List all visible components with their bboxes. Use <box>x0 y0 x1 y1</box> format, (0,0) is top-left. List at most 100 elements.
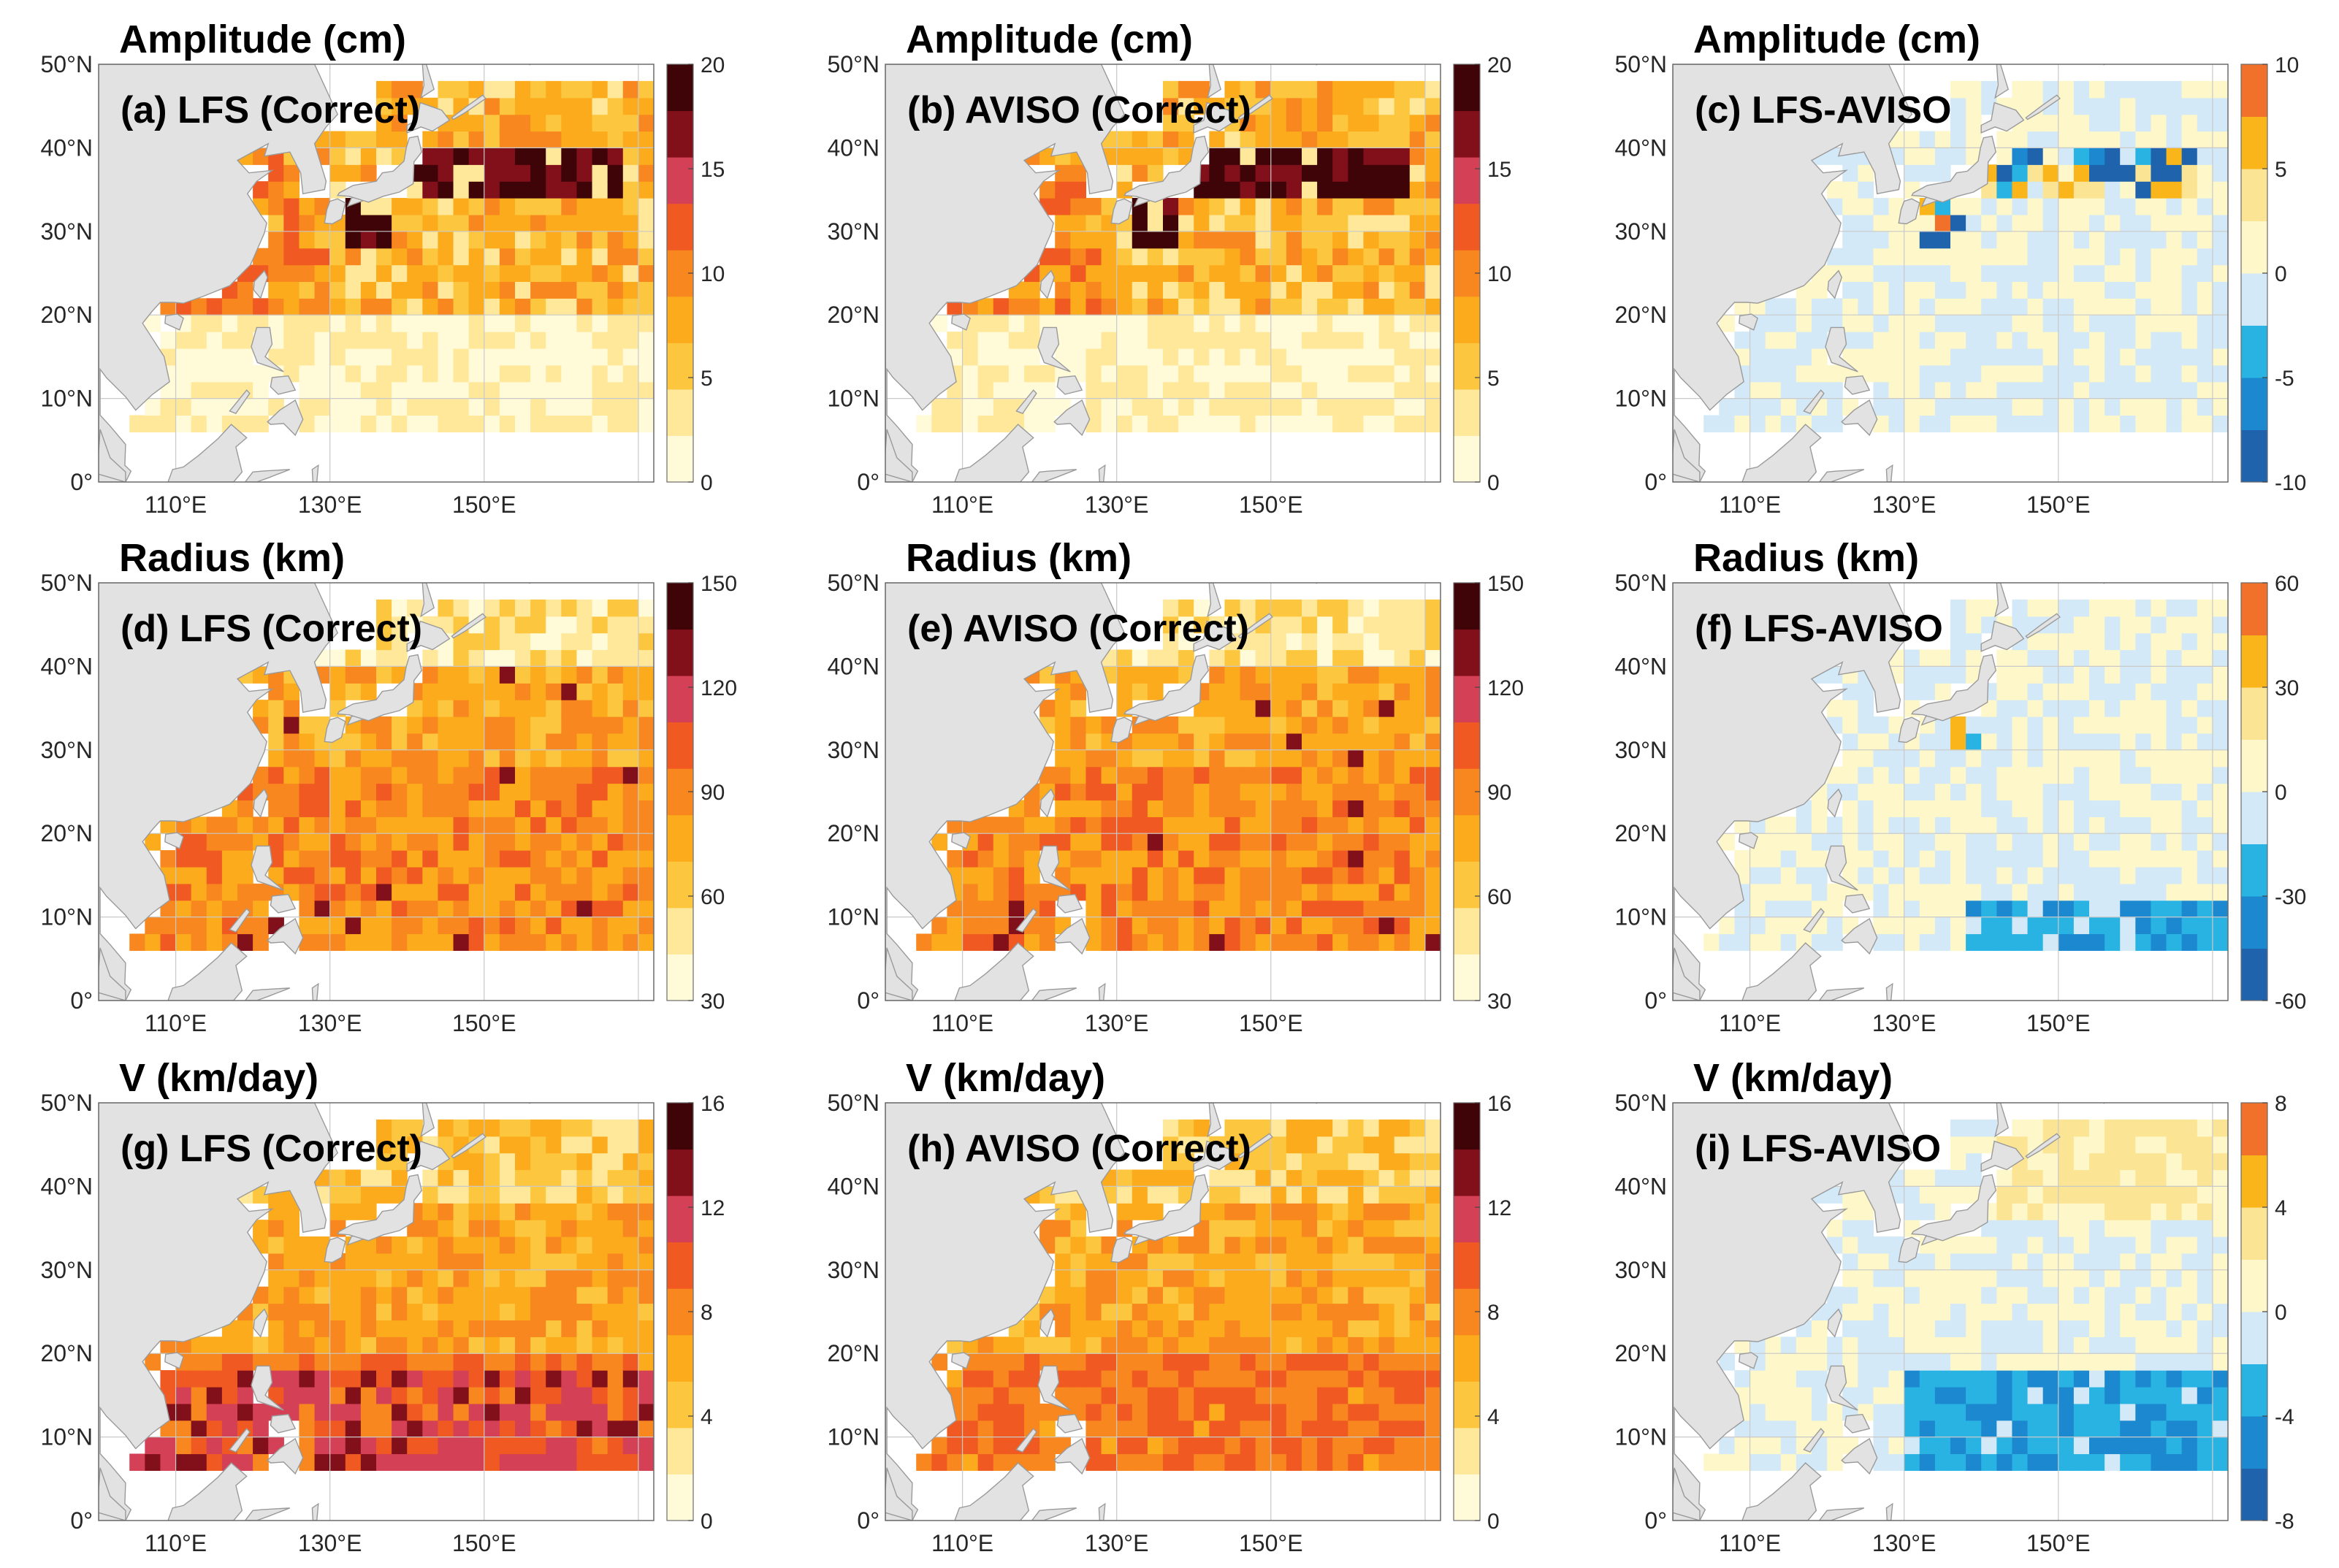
heatmap-cell <box>453 1253 470 1271</box>
heatmap-cell <box>1132 364 1148 383</box>
heatmap-cell <box>561 1286 578 1304</box>
heatmap-cell <box>253 148 269 165</box>
heatmap-cell <box>607 80 624 99</box>
heatmap-cell <box>1070 766 1087 784</box>
heatmap-cell <box>191 933 207 951</box>
heatmap-cell <box>2181 298 2198 315</box>
colorbar-swatch <box>1454 203 1480 251</box>
heatmap-cell <box>360 264 377 283</box>
heatmap-cell <box>1919 917 1936 935</box>
heatmap-cell <box>2012 264 2029 283</box>
heatmap-cell <box>499 198 516 215</box>
heatmap-cell <box>484 1437 500 1455</box>
heatmap-cell <box>546 599 562 617</box>
heatmap-cell <box>607 231 624 249</box>
heatmap-cell <box>1255 214 1272 232</box>
heatmap-cell <box>1317 666 1333 684</box>
heatmap-cell <box>1302 1236 1318 1254</box>
heatmap-cell <box>622 933 639 951</box>
heatmap-cell <box>1348 198 1365 215</box>
heatmap-cell <box>1286 1386 1302 1404</box>
land-island <box>1803 389 1825 415</box>
heatmap-cell <box>2151 716 2167 734</box>
heatmap-cell <box>1240 348 1256 366</box>
heatmap-cell <box>422 1453 439 1471</box>
heatmap-cell <box>1024 1336 1040 1354</box>
heatmap-cell <box>268 181 284 199</box>
heatmap-cell <box>1286 1286 1302 1304</box>
heatmap-cell <box>345 1253 362 1271</box>
heatmap-cell <box>2120 298 2136 315</box>
panel-label: (g) LFS (Correct) <box>121 1128 422 1170</box>
heatmap-cell <box>2027 800 2044 817</box>
heatmap-cell <box>237 1403 253 1421</box>
heatmap-cell <box>515 364 531 383</box>
heatmap-cell <box>1147 248 1164 266</box>
heatmap-cell <box>638 1370 654 1388</box>
heatmap-cell <box>1424 1386 1441 1404</box>
heatmap-cell <box>638 766 654 784</box>
heatmap-cell <box>2197 933 2213 951</box>
heatmap-cell <box>530 381 546 399</box>
heatmap-cell <box>1424 766 1441 784</box>
heatmap-cell <box>1934 733 1951 751</box>
colorbar-swatch <box>1454 389 1480 436</box>
heatmap-cell <box>1812 883 1828 901</box>
heatmap-cell <box>1409 1220 1426 1237</box>
heatmap-cell <box>1919 933 1936 951</box>
heatmap-cell <box>2027 766 2044 784</box>
map-frame <box>98 1102 655 1521</box>
heatmap-cell <box>253 181 269 199</box>
heatmap-cell <box>1378 214 1395 232</box>
heatmap-cell <box>2120 599 2136 617</box>
panel-title: Radius (km) <box>906 536 1132 580</box>
heatmap-cell <box>1194 1437 1210 1455</box>
land-mask <box>99 583 532 1001</box>
heatmap-cell <box>1827 415 1843 432</box>
heatmap-cell <box>2105 883 2121 901</box>
heatmap-cell <box>977 364 994 383</box>
heatmap-cell <box>1085 398 1102 416</box>
heatmap-cell <box>1286 1370 1302 1388</box>
heatmap-cell <box>1240 1420 1256 1438</box>
colorbar-swatch <box>667 907 693 955</box>
heatmap-cell <box>592 231 608 249</box>
heatmap-cell <box>314 1320 331 1337</box>
heatmap-cell <box>438 181 454 199</box>
heatmap-cell <box>622 231 639 249</box>
heatmap-cell <box>1858 181 1874 199</box>
heatmap-cell <box>1270 816 1287 834</box>
heatmap-cell <box>1163 364 1179 383</box>
heatmap-cell <box>2151 364 2167 383</box>
heatmap-cell <box>1409 298 1426 315</box>
heatmap-cell <box>191 833 207 851</box>
heatmap-cell <box>1765 348 1782 366</box>
heatmap-cell <box>1039 1453 1056 1471</box>
heatmap-cell <box>1085 1336 1102 1354</box>
heatmap-cell <box>314 298 331 315</box>
heatmap-cell <box>1317 1286 1333 1304</box>
heatmap-cell <box>1163 332 1179 349</box>
y-tick-label: 10°N <box>41 1424 94 1450</box>
heatmap-cell <box>515 315 531 332</box>
heatmap-cell <box>1363 599 1380 617</box>
heatmap-cell <box>1209 833 1226 851</box>
heatmap-cell <box>1750 933 1766 951</box>
heatmap-cell <box>1950 900 1966 918</box>
heatmap-cell <box>1904 381 1920 399</box>
heatmap-cell <box>530 783 546 801</box>
heatmap-cell <box>407 1437 423 1455</box>
heatmap-cell <box>638 917 654 935</box>
heatmap-cell <box>422 1370 439 1388</box>
heatmap-cell <box>1394 816 1411 834</box>
heatmap-cell <box>1996 917 2013 935</box>
panel-label: (f) LFS-AVISO <box>1695 608 1943 650</box>
y-tick-label: 20°N <box>828 302 880 328</box>
y-tick-label: 30°N <box>41 1257 94 1283</box>
heatmap-cell <box>1424 1220 1441 1237</box>
heatmap-cell <box>1302 1286 1318 1304</box>
heatmap-cell <box>2151 733 2167 751</box>
heatmap-cell <box>1209 733 1226 751</box>
colorbar-swatch <box>667 954 693 1001</box>
heatmap-cell <box>1039 816 1056 834</box>
